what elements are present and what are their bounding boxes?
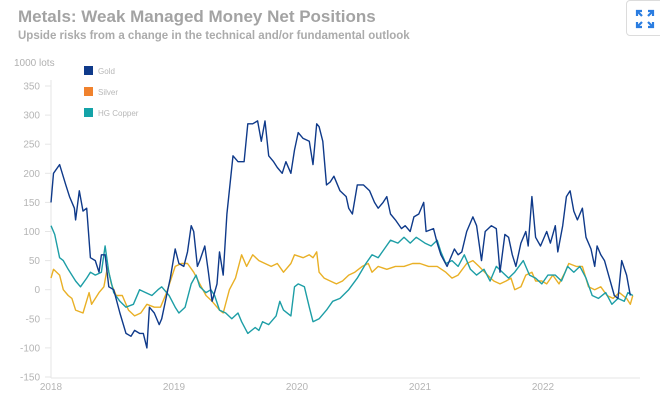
x-tick-label: 2018 [40,382,63,393]
legend-swatch [84,87,93,96]
legend-item[interactable]: HG Copper [84,108,139,118]
y-tick-label: -150 [20,373,40,384]
expand-button[interactable] [626,0,660,36]
x-tick-label: 2019 [163,382,186,393]
y-tick-label: 100 [23,227,40,238]
y-tick-label: 250 [23,140,40,151]
series-line-silver [50,251,634,317]
x-tick-label: 2022 [532,382,555,393]
y-tick-label: 300 [23,111,40,122]
legend-label: Gold [98,67,115,76]
y-tick-label: -100 [20,343,40,354]
y-tick-label: 150 [23,198,40,209]
x-tick-label: 2020 [286,382,309,393]
series-line-hg-copper [50,225,634,335]
y-tick-label: 350 [23,82,40,93]
legend-label: HG Copper [98,109,139,118]
chart-subtitle: Upside risks from a change in the techni… [18,30,410,42]
expand-icon [635,9,655,29]
y-tick-label: 50 [29,256,41,267]
y-tick-label: 0 [34,285,40,296]
y-tick-label: -50 [26,314,41,325]
legend-label: Silver [98,88,118,97]
legend-item[interactable]: Silver [84,87,118,97]
x-tick-label: 2021 [409,382,432,393]
legend-swatch [84,66,93,75]
series-line-gold [50,120,631,349]
y-tick-label: 200 [23,169,40,180]
legend-swatch [84,108,93,117]
chart-title: Metals: Weak Managed Money Net Positions [18,7,376,26]
y-axis-label: 1000 lots [14,58,55,69]
legend-item[interactable]: Gold [84,66,115,76]
